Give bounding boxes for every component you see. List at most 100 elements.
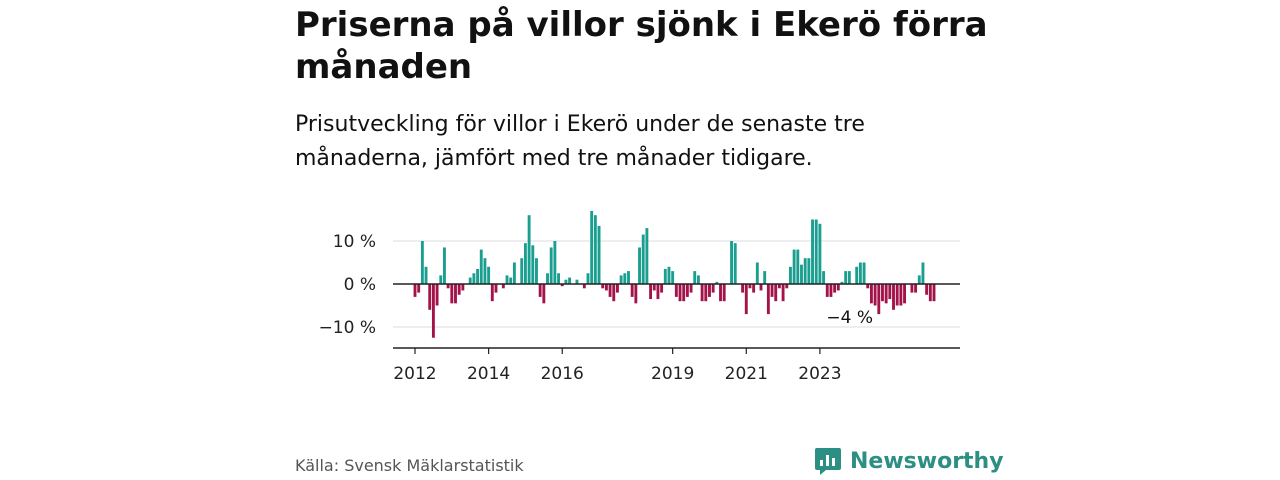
- bar: [708, 284, 711, 297]
- bar: [733, 243, 737, 284]
- bar: [535, 258, 538, 284]
- bar: [630, 284, 634, 297]
- bar: [549, 247, 553, 284]
- bar: [741, 284, 745, 293]
- bar: [575, 279, 579, 284]
- bar: [719, 284, 722, 302]
- bar: [825, 284, 829, 297]
- bar: [428, 284, 432, 310]
- chart-title: Priserna på villor sjönk i Ekerö förra m…: [295, 5, 988, 87]
- bar: [748, 284, 752, 289]
- bar: [807, 258, 811, 284]
- bar: [700, 284, 704, 302]
- bar: [862, 262, 866, 284]
- bar: [454, 284, 457, 304]
- y-tick-label: 0 %: [344, 275, 376, 295]
- bar: [763, 271, 767, 284]
- newsworthy-logo-icon: [815, 448, 841, 475]
- bar: [623, 273, 627, 284]
- bar: [884, 284, 888, 304]
- bar: [921, 262, 925, 284]
- bar: [785, 284, 789, 289]
- bar: [483, 258, 487, 284]
- bar: [439, 275, 443, 284]
- bar: [925, 284, 929, 295]
- x-tick-label: 2019: [651, 364, 694, 384]
- bar: [476, 268, 480, 284]
- bar: [800, 264, 803, 284]
- bar: [509, 277, 513, 284]
- bar: [597, 225, 601, 284]
- bar: [553, 241, 557, 284]
- bar: [612, 284, 616, 302]
- bar: [457, 284, 461, 295]
- bar: [822, 271, 826, 284]
- bar: [899, 284, 903, 306]
- bar: [869, 284, 873, 304]
- bar: [678, 284, 682, 302]
- y-tick-label: 10 %: [333, 232, 376, 252]
- bar: [873, 284, 877, 306]
- bar: [803, 258, 807, 284]
- bar: [766, 284, 770, 315]
- x-tick-label: 2016: [541, 364, 584, 384]
- bar: [638, 247, 641, 284]
- bar: [858, 262, 862, 284]
- bar: [932, 284, 936, 302]
- bar: [752, 284, 756, 293]
- bar: [744, 284, 748, 315]
- bar: [601, 284, 605, 289]
- bar: [855, 266, 859, 284]
- bar: [487, 266, 491, 284]
- bar-chart: −10 % 0 % 10 % 2012 2014 2016 2019 2021 2023 −4…: [319, 210, 960, 384]
- bar: [770, 284, 774, 297]
- y-axis-tick-labels: −10 % 0 % 10 %: [319, 232, 376, 338]
- bar: [461, 284, 465, 291]
- bars: [413, 210, 936, 338]
- bar: [844, 271, 848, 284]
- bar: [682, 284, 686, 302]
- bar: [660, 284, 664, 293]
- bar: [910, 284, 914, 293]
- bar: [663, 268, 667, 284]
- bar: [593, 215, 597, 284]
- bar: [604, 284, 608, 291]
- bar: [634, 284, 638, 304]
- bar: [693, 271, 697, 284]
- bar: [928, 284, 932, 302]
- bar: [722, 284, 726, 302]
- bar: [829, 284, 833, 297]
- bar: [685, 284, 689, 297]
- bar: [781, 284, 785, 302]
- bar: [704, 284, 708, 302]
- bar: [424, 266, 428, 284]
- bar: [914, 284, 918, 293]
- bar: [494, 284, 498, 293]
- bar: [689, 284, 693, 293]
- bar: [472, 273, 476, 284]
- bar: [619, 275, 623, 284]
- bar: [616, 284, 619, 293]
- bar: [674, 284, 678, 297]
- bar: [431, 284, 435, 338]
- chart-subtitle: Prisutveckling för villor i Ekerö under …: [295, 112, 865, 171]
- bar: [531, 245, 535, 284]
- brand-name: Newsworthy: [850, 448, 1004, 474]
- bar: [523, 243, 527, 284]
- newsworthy-brand[interactable]: Newsworthy: [814, 446, 1004, 476]
- bar: [792, 249, 796, 284]
- bar: [490, 284, 494, 302]
- bar: [814, 219, 818, 284]
- bar: [520, 258, 524, 284]
- y-tick-label: −10 %: [319, 318, 376, 338]
- source-note: Källa: Svensk Mäklarstatistik: [295, 456, 524, 475]
- bar: [866, 284, 870, 289]
- bar: [417, 284, 421, 293]
- x-tick-label: 2014: [467, 364, 510, 384]
- bar: [777, 284, 781, 289]
- bar: [730, 241, 733, 284]
- bar: [667, 266, 671, 284]
- bar: [590, 210, 594, 284]
- bar: [627, 271, 630, 284]
- bar: [818, 223, 822, 284]
